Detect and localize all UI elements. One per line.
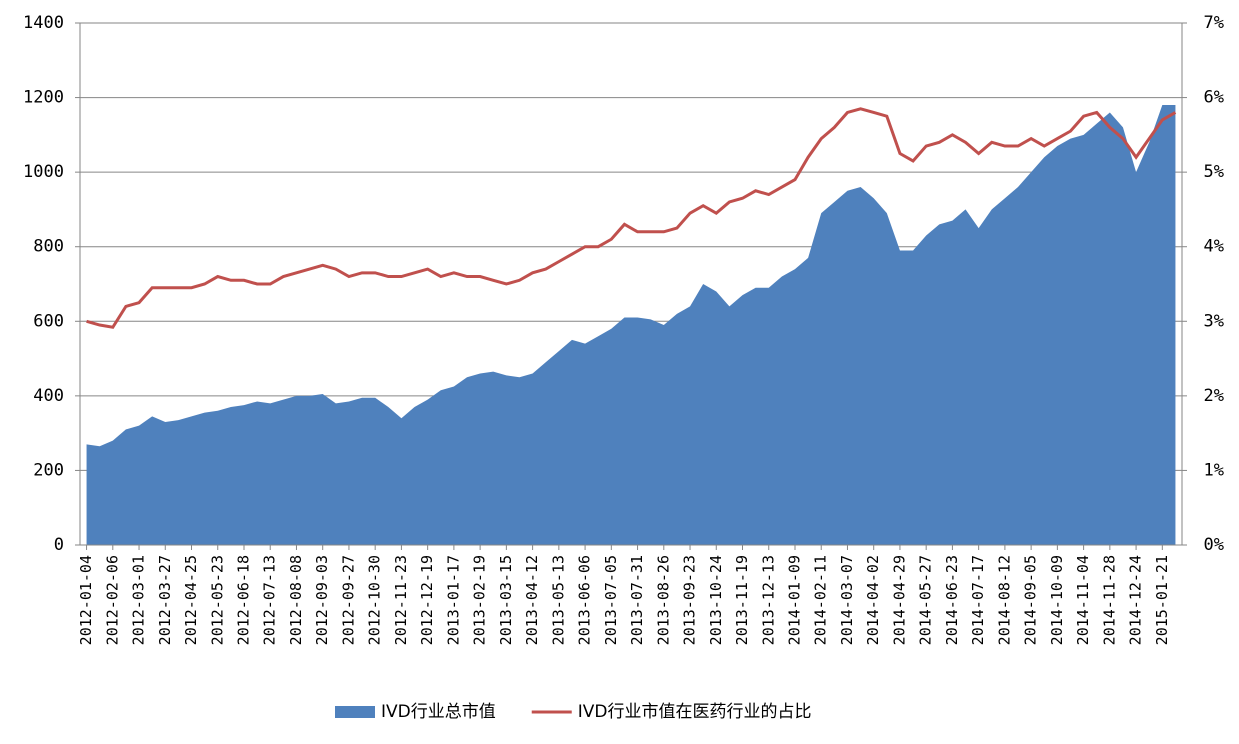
x-tick-label: 2014-12-24 — [1127, 555, 1145, 645]
x-tick-label: 2014-09-05 — [1022, 555, 1040, 645]
y2-tick-label: 6% — [1204, 88, 1224, 108]
x-tick-label: 2012-02-06 — [103, 555, 121, 645]
y-tick-label: 1200 — [23, 88, 64, 108]
y-tick-label: 800 — [33, 237, 64, 257]
legend-swatch — [335, 706, 375, 718]
x-tick-label: 2015-01-21 — [1153, 555, 1171, 645]
x-tick-label: 2013-09-23 — [681, 555, 699, 645]
x-tick-label: 2013-04-12 — [523, 555, 541, 645]
y-tick-label: 200 — [33, 460, 64, 480]
x-tick-label: 2014-07-17 — [969, 555, 987, 645]
area — [86, 105, 1176, 546]
x-tick-label: 2014-06-23 — [943, 555, 961, 645]
y-tick-label: 0 — [54, 535, 64, 555]
line — [86, 107, 1177, 329]
x-tick-label: 2014-02-11 — [812, 555, 830, 645]
x-tick-label: 2012-09-27 — [339, 555, 357, 645]
x-tick-label: 2014-10-09 — [1048, 555, 1066, 645]
x-tick-label: 2014-11-04 — [1074, 555, 1092, 645]
x-tick-label: 2013-02-19 — [471, 555, 489, 645]
x-tick-label: 2013-10-24 — [707, 555, 725, 645]
x-tick-label: 2014-01-09 — [785, 555, 803, 645]
x-tick-label: 2012-03-27 — [156, 555, 174, 645]
y-tick-label: 1400 — [23, 13, 64, 33]
x-tick-label: 2012-11-23 — [392, 555, 410, 645]
x-tick-label: 2012-06-18 — [234, 555, 252, 645]
x-tick-label: 2013-06-06 — [576, 555, 594, 645]
y2-tick-label: 5% — [1204, 162, 1224, 182]
y2-tick-label: 3% — [1204, 311, 1224, 331]
x-tick-label: 2013-05-13 — [549, 555, 567, 645]
x-tick-label: 2012-07-13 — [261, 555, 279, 645]
x-tick-label: 2012-10-30 — [366, 555, 384, 645]
legend-label: IVD行业总市值 — [381, 702, 496, 722]
x-tick-label: 2013-07-31 — [628, 555, 646, 645]
y-tick-label: 600 — [33, 311, 64, 331]
x-tick-label: 2013-03-15 — [497, 555, 515, 645]
x-tick-label: 2012-12-19 — [418, 555, 436, 645]
y2-tick-label: 4% — [1204, 237, 1224, 257]
x-tick-label: 2012-04-25 — [182, 555, 200, 645]
y-tick-label: 1000 — [23, 162, 64, 182]
x-tick-label: 2012-05-23 — [208, 555, 226, 645]
x-tick-label: 2013-11-19 — [733, 555, 751, 645]
y2-tick-label: 1% — [1204, 460, 1224, 480]
x-tick-label: 2012-01-04 — [77, 555, 95, 645]
x-tick-label: 2012-03-01 — [130, 555, 148, 645]
y-tick-label: 400 — [33, 386, 64, 406]
x-tick-label: 2014-03-07 — [838, 555, 856, 645]
y2-tick-label: 7% — [1204, 13, 1224, 33]
x-tick-label: 2013-07-05 — [602, 555, 620, 645]
x-tick-label: 2014-04-29 — [890, 555, 908, 645]
x-tick-label: 2013-12-13 — [759, 555, 777, 645]
x-tick-label: 2013-08-26 — [654, 555, 672, 645]
x-tick-label: 2014-11-28 — [1100, 555, 1118, 645]
x-tick-label: 2013-01-17 — [444, 555, 462, 645]
y2-tick-label: 0% — [1204, 535, 1224, 555]
x-tick-label: 2014-08-12 — [995, 555, 1013, 645]
x-tick-label: 2014-04-02 — [864, 555, 882, 645]
x-tick-label: 2014-05-27 — [917, 555, 935, 645]
legend-label: IVD行业市值在医药行业的占比 — [578, 702, 812, 722]
x-tick-label: 2012-08-08 — [287, 555, 305, 645]
x-tick-label: 2012-09-03 — [313, 555, 331, 645]
y2-tick-label: 2% — [1204, 386, 1224, 406]
